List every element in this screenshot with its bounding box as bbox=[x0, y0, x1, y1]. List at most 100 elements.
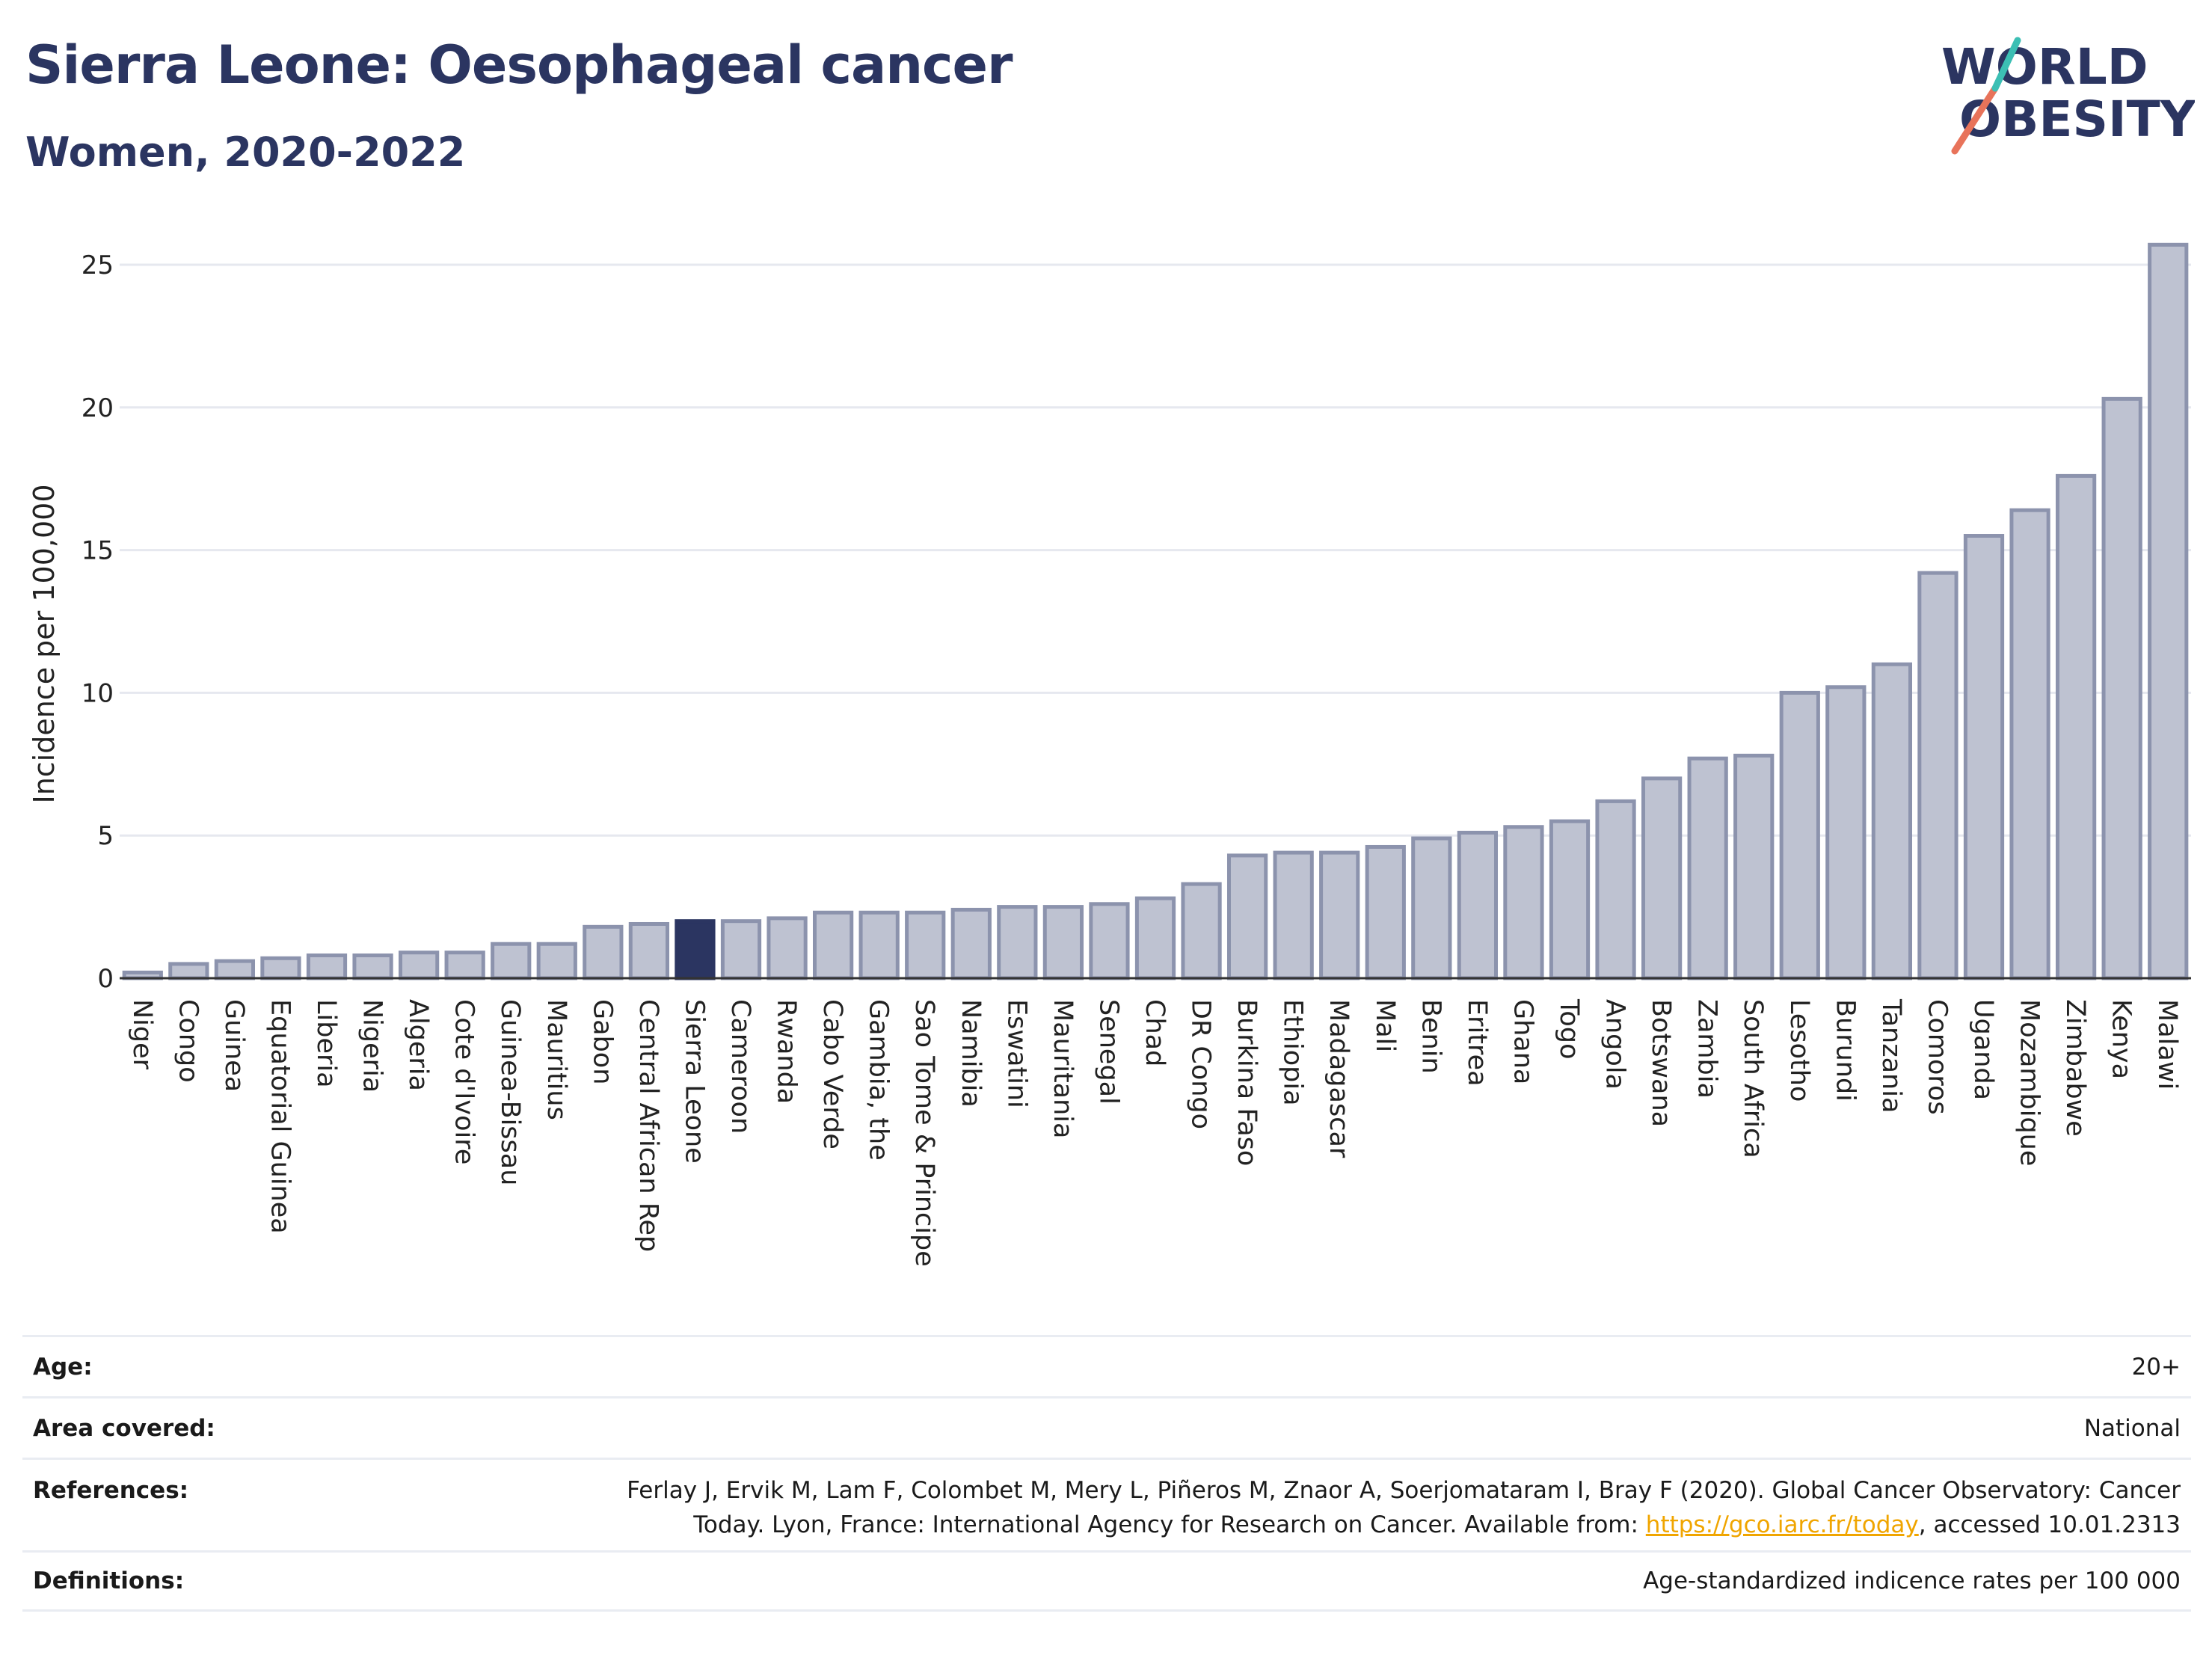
reference-line-2-pre: Today. Lyon, France: International Agenc… bbox=[693, 1511, 1646, 1538]
reference-line-1: Ferlay J, Ervik M, Lam F, Colombet M, Me… bbox=[627, 1477, 2181, 1504]
logo-word-2: OBESITY bbox=[1959, 90, 2195, 148]
x-tick-label: Chad bbox=[1140, 999, 1170, 1066]
x-tick-label: Tanzania bbox=[1876, 998, 1906, 1113]
x-tick-label: Rwanda bbox=[772, 999, 802, 1104]
x-tick-label: Cabo Verde bbox=[817, 999, 847, 1149]
meta-value-definitions: Age-standardized indicence rates per 100… bbox=[1643, 1568, 2181, 1594]
x-tick-label: Gabon bbox=[587, 999, 617, 1084]
meta-row-references: References: Ferlay J, Ervik M, Lam F, Co… bbox=[22, 1458, 2191, 1550]
meta-label-definitions: Definitions: bbox=[33, 1568, 185, 1594]
x-tick-label: Comoros bbox=[1922, 999, 1952, 1115]
x-tick-label: Lesotho bbox=[1784, 999, 1814, 1102]
x-tick-label: Nigeria bbox=[357, 999, 387, 1093]
meta-value-references: Ferlay J, Ervik M, Lam F, Colombet M, Me… bbox=[627, 1473, 2181, 1542]
x-tick-label: Sao Tome & Principe bbox=[909, 999, 939, 1267]
meta-label-age: Age: bbox=[33, 1353, 93, 1381]
bar bbox=[491, 942, 532, 980]
y-tick-label: 20 bbox=[82, 393, 114, 423]
x-tick-label: Central African Rep bbox=[633, 999, 663, 1252]
bar bbox=[444, 951, 485, 980]
bar bbox=[1871, 662, 1913, 980]
bar bbox=[583, 924, 624, 980]
meta-label-references: References: bbox=[33, 1477, 189, 1504]
reference-line-2: Today. Lyon, France: International Agenc… bbox=[627, 1508, 2181, 1542]
bar bbox=[812, 910, 854, 980]
x-tick-label: Uganda bbox=[1968, 999, 1998, 1100]
reference-line-2-post: , accessed 10.01.2313 bbox=[1918, 1511, 2181, 1538]
bar bbox=[2009, 508, 2050, 980]
meta-value-area: National bbox=[2083, 1414, 2181, 1442]
bar bbox=[1134, 896, 1176, 980]
bar bbox=[2101, 396, 2142, 980]
x-tick-label: Mozambique bbox=[2015, 999, 2044, 1166]
x-tick-label: Equatorial Guinea bbox=[265, 999, 295, 1234]
bar bbox=[1549, 819, 1591, 980]
x-tick-label: Gambia, the bbox=[864, 999, 894, 1161]
bar bbox=[1733, 753, 1775, 980]
x-tick-label: Mali bbox=[1370, 999, 1400, 1052]
bar bbox=[1595, 799, 1636, 980]
x-tick-label: Botswana bbox=[1646, 999, 1676, 1127]
x-tick-label: Mauritius bbox=[541, 999, 571, 1120]
bar bbox=[1226, 853, 1268, 980]
x-tick-label: Liberia bbox=[311, 999, 341, 1088]
x-tick-label: Kenya bbox=[2107, 999, 2136, 1079]
chart-subtitle: Women, 2020-2022 bbox=[25, 129, 466, 176]
x-tick-label: Eswatini bbox=[1001, 999, 1031, 1108]
x-tick-label: Angola bbox=[1600, 999, 1630, 1090]
x-tick-label: Guinea-Bissau bbox=[495, 999, 525, 1185]
bar bbox=[352, 953, 393, 980]
x-tick-label: Ghana bbox=[1508, 999, 1537, 1084]
logo-slash-teal bbox=[1991, 37, 2021, 92]
logo-slash-red bbox=[1951, 85, 1999, 155]
x-tick-label: Eritrea bbox=[1462, 999, 1492, 1087]
x-tick-label: Senegal bbox=[1093, 999, 1123, 1105]
y-tick-label: 25 bbox=[82, 251, 114, 280]
bar bbox=[1365, 844, 1406, 980]
bar bbox=[1042, 905, 1084, 980]
world-obesity-logo: WORLD OBESITY bbox=[1941, 37, 2195, 155]
bar bbox=[628, 921, 670, 980]
bar bbox=[2148, 242, 2189, 980]
bar bbox=[1319, 850, 1360, 980]
bar bbox=[720, 919, 762, 980]
y-tick-label: 15 bbox=[82, 536, 114, 566]
bar-chart: 0 5 10 15 20 25 Incidence per 100,000 Niger Cong… bbox=[28, 242, 2191, 1267]
meta-row-definitions: Definitions: Age-standardized indicence … bbox=[22, 1550, 2191, 1612]
meta-value-age: 20+ bbox=[2131, 1353, 2181, 1381]
y-tick-label: 10 bbox=[82, 678, 114, 708]
x-tick-label: Madagascar bbox=[1324, 999, 1354, 1158]
y-axis-label: Incidence per 100,000 bbox=[28, 484, 61, 803]
x-tick-label: Zimbabwe bbox=[2060, 999, 2090, 1137]
x-tick-label: Congo bbox=[173, 999, 203, 1083]
x-tick-label: Algeria bbox=[403, 999, 433, 1091]
bar bbox=[260, 956, 301, 980]
bar bbox=[858, 910, 900, 980]
y-tick-label: 5 bbox=[97, 821, 114, 851]
bar bbox=[168, 962, 209, 980]
x-tick-label: South Africa bbox=[1738, 999, 1768, 1158]
bar bbox=[1181, 882, 1222, 980]
x-tick-label: Niger bbox=[127, 999, 157, 1070]
bar bbox=[1411, 836, 1452, 980]
x-tick-label: Namibia bbox=[956, 999, 986, 1108]
bar bbox=[997, 905, 1038, 980]
bar bbox=[1503, 825, 1544, 980]
bar bbox=[1273, 850, 1314, 980]
y-tick-label: 0 bbox=[97, 964, 114, 994]
chart-title: Sierra Leone: Oesophageal cancer bbox=[25, 34, 1013, 96]
x-tick-label: Cote d'Ivoire bbox=[449, 999, 479, 1164]
bar bbox=[1825, 685, 1867, 980]
bar bbox=[766, 916, 808, 980]
x-tick-label: Togo bbox=[1554, 998, 1584, 1059]
x-tick-label: Guinea bbox=[219, 999, 249, 1092]
metadata-table: Age: 20+ Area covered: National Referenc… bbox=[22, 1335, 2191, 1612]
x-tick-label: Burkina Faso bbox=[1232, 999, 1262, 1166]
meta-label-area: Area covered: bbox=[33, 1414, 215, 1442]
bar bbox=[1457, 830, 1499, 980]
x-tick-label: Sierra Leone bbox=[679, 999, 709, 1164]
bar bbox=[398, 951, 440, 980]
reference-link[interactable]: https://gco.iarc.fr/today bbox=[1645, 1511, 1919, 1538]
bar bbox=[1089, 902, 1130, 980]
logo-word-1: WORLD bbox=[1941, 38, 2148, 96]
